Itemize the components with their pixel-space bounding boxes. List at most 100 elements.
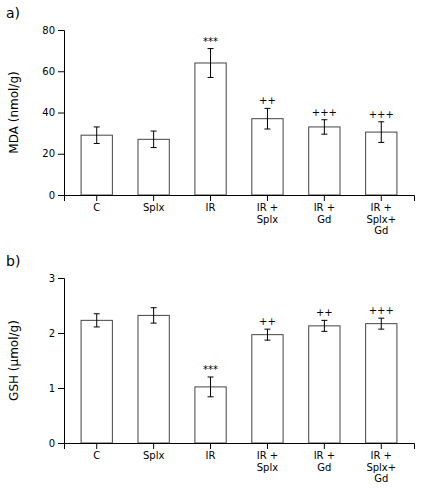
annotation: +++: [369, 109, 394, 120]
panel: 020406080CSplxIRIR +SplxIR +GdIR +Splx+G…: [6, 5, 415, 236]
error-bar-cap: [378, 329, 384, 330]
y-tick: 0: [49, 438, 64, 449]
tick-label: 2: [49, 328, 55, 339]
tick-label-line: Splx+: [366, 462, 396, 473]
error-bar-cap: [264, 340, 270, 341]
error-bar-cap: [94, 126, 100, 127]
x-tick: IR +Gd: [314, 443, 335, 473]
tick-mark: [153, 443, 154, 449]
tick-label: Splx: [143, 202, 164, 213]
error-bar-cap: [151, 147, 157, 148]
error-bar-stem: [381, 318, 382, 329]
bar: [252, 119, 283, 195]
error-bar-cap: [94, 326, 100, 327]
x-tick: IR: [206, 195, 216, 213]
tick-mark: [96, 195, 97, 201]
y-axis: 0123: [49, 273, 65, 449]
tick-label-line: Gd: [317, 462, 331, 473]
error-bar-cap: [151, 131, 157, 132]
x-tick: Splx: [143, 195, 164, 213]
tick-mark: [381, 443, 382, 449]
tick-mark: [58, 195, 64, 196]
tick-label: 40: [42, 107, 55, 118]
error-bar-cap: [321, 331, 327, 332]
tick-label-line: IR +: [314, 450, 335, 461]
error-bar-cap: [264, 129, 270, 130]
y-tick: 20: [42, 148, 64, 159]
x-tick: IR +Gd: [314, 195, 335, 225]
plot-area: [81, 49, 397, 195]
error-bar: [94, 127, 100, 144]
error-bar-cap: [321, 320, 327, 321]
bar: [366, 324, 397, 443]
error-bar-cap: [208, 396, 214, 397]
tick-label: C: [93, 202, 100, 213]
tick-mark: [58, 333, 64, 334]
tick-label: 60: [42, 66, 55, 77]
error-bar-cap: [378, 142, 384, 143]
error-bar: [321, 120, 327, 134]
error-bar: [151, 308, 157, 323]
tick-mark: [58, 388, 64, 389]
tick-mark: [381, 195, 382, 201]
tick-label-line: C: [93, 450, 100, 461]
panel: 0123CSplxIRIR +SplxIR +GdIR +Splx+Gd***+…: [6, 253, 415, 484]
tick-mark: [210, 443, 211, 449]
annotation: +++: [369, 305, 394, 316]
x-tick: IR: [206, 443, 216, 461]
error-bar-stem: [267, 108, 268, 129]
error-bar-stem: [153, 131, 154, 148]
annotation: ++: [316, 307, 333, 318]
error-bar-cap: [321, 119, 327, 120]
tick-label: 80: [42, 25, 55, 36]
tick-mark: [58, 278, 64, 279]
error-bar-stem: [153, 308, 154, 323]
axis-line: [65, 444, 415, 450]
error-bar-cap: [94, 143, 100, 144]
error-bar-cap: [151, 307, 157, 308]
panel-title: b): [6, 253, 20, 269]
tick-label: IR: [206, 450, 216, 461]
tick-label-line: IR: [206, 202, 216, 213]
x-tick: IR +Splx: [257, 443, 279, 473]
tick-label: IR +Splx+Gd: [366, 202, 396, 236]
y-axis: 020406080: [42, 25, 64, 201]
error-bar-cap: [208, 77, 214, 78]
tick-mark: [324, 195, 325, 201]
tick-mark: [58, 30, 64, 31]
tick-label-line: IR +: [371, 202, 392, 213]
error-bar: [208, 377, 214, 397]
y-tick: 3: [49, 273, 64, 284]
annotation: ++: [259, 316, 276, 327]
tick-label-line: IR +: [314, 202, 335, 213]
error-bar-cap: [208, 48, 214, 49]
bar: [138, 315, 169, 443]
tick-label: 0: [49, 438, 55, 449]
tick-label-line: IR +: [257, 450, 278, 461]
error-bar-cap: [264, 108, 270, 109]
error-bar: [94, 314, 100, 327]
bar: [138, 139, 169, 195]
tick-label-line: Splx: [143, 450, 164, 461]
x-axis: CSplxIRIR +SplxIR +GdIR +Splx+Gd: [65, 443, 415, 484]
error-bar-cap: [94, 313, 100, 314]
error-bar: [321, 320, 327, 331]
x-tick: IR +Splx+Gd: [366, 443, 396, 484]
error-bar: [378, 122, 384, 143]
y-axis-title: GSH (μmol/g): [7, 320, 21, 401]
error-bar-cap: [208, 377, 214, 378]
error-bar-stem: [324, 120, 325, 134]
tick-mark: [58, 443, 64, 444]
error-bar: [378, 318, 384, 329]
error-bar-cap: [264, 329, 270, 330]
tick-label: IR +Gd: [314, 450, 335, 473]
error-bar-stem: [381, 122, 382, 143]
error-bar-cap: [321, 134, 327, 135]
tick-label: 3: [49, 273, 55, 284]
tick-label: 20: [42, 148, 55, 159]
error-bar-cap: [151, 323, 157, 324]
bar: [195, 63, 226, 195]
error-bar-stem: [210, 377, 211, 397]
error-bar: [264, 329, 270, 340]
y-axis-title: MDA (nmol/g): [7, 71, 21, 153]
